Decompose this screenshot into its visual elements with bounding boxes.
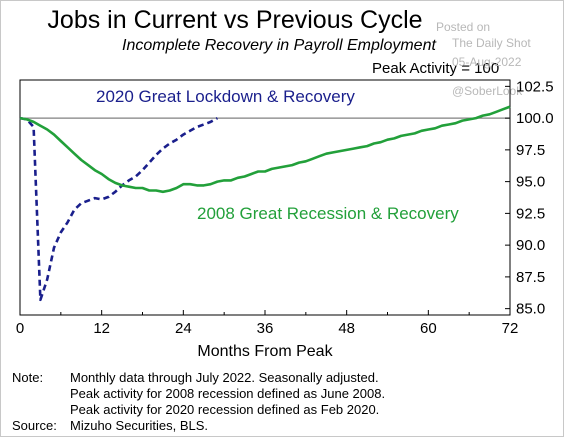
note-row-2: Peak activity for 2008 recession defined… bbox=[12, 386, 385, 402]
y-tick-label: 102.5 bbox=[516, 78, 554, 95]
watermark-line2: The Daily Shot bbox=[452, 36, 531, 50]
source-text: Mizuho Securities, BLS. bbox=[70, 418, 209, 433]
watermark-line4: @SoberLook bbox=[452, 84, 523, 98]
note-label: Note: bbox=[12, 370, 44, 385]
x-tick-label: 48 bbox=[338, 320, 355, 337]
note-row-3: Peak activity for 2020 recession defined… bbox=[12, 402, 385, 418]
chart-title: Jobs in Current vs Previous Cycle bbox=[47, 6, 423, 34]
annotation-2008: 2008 Great Recession & Recovery bbox=[197, 204, 459, 223]
watermark-line1: Posted on bbox=[436, 20, 491, 34]
x-tick-label: 36 bbox=[257, 320, 274, 337]
series-layer bbox=[19, 105, 511, 302]
annotation-2020: 2020 Great Lockdown & Recovery bbox=[96, 87, 355, 106]
note-line-1: Monthly data through July 2022. Seasonal… bbox=[70, 370, 379, 385]
x-tick-label: 60 bbox=[420, 320, 437, 337]
x-tick-label: 24 bbox=[175, 320, 192, 337]
notes-block: Note: Monthly data through July 2022. Se… bbox=[12, 370, 385, 434]
y-tick-label: 85.0 bbox=[516, 301, 545, 318]
y-tick-label: 97.5 bbox=[516, 142, 545, 159]
x-axis-label: Months From Peak bbox=[197, 343, 333, 360]
x-tick-label: 12 bbox=[93, 320, 110, 337]
source-row: Source: Mizuho Securities, BLS. bbox=[12, 418, 385, 434]
line-chart: 0 12 24 36 48 60 72 85.0 87.5 90.0 92.5 95.0 97.5 100… bbox=[16, 78, 554, 360]
y-tick-label: 100.0 bbox=[516, 110, 554, 127]
y-axis-note: Peak Activity = 100 bbox=[372, 60, 500, 77]
note-line-2: Peak activity for 2008 recession defined… bbox=[70, 386, 386, 401]
watermark-line3: 05-Aug-2022 bbox=[452, 55, 522, 69]
y-tick-label: 95.0 bbox=[516, 174, 545, 191]
series-line-2020 bbox=[19, 116, 219, 302]
x-tick-label: 0 bbox=[16, 320, 24, 337]
note-line-3: Peak activity for 2020 recession defined… bbox=[70, 402, 380, 417]
y-tick-label: 90.0 bbox=[516, 237, 545, 254]
y-tick-label: 87.5 bbox=[516, 269, 545, 286]
x-tick-label: 72 bbox=[502, 320, 519, 337]
y-tick-label: 92.5 bbox=[516, 205, 545, 222]
series-line-2008 bbox=[19, 105, 511, 194]
note-row-1: Note: Monthly data through July 2022. Se… bbox=[12, 370, 385, 386]
source-label: Source: bbox=[12, 418, 57, 433]
axes: 0 12 24 36 48 60 72 85.0 87.5 90.0 92.5 95.0 97.5 100… bbox=[16, 78, 554, 337]
chart-subtitle: Incomplete Recovery in Payroll Employmen… bbox=[122, 37, 436, 54]
